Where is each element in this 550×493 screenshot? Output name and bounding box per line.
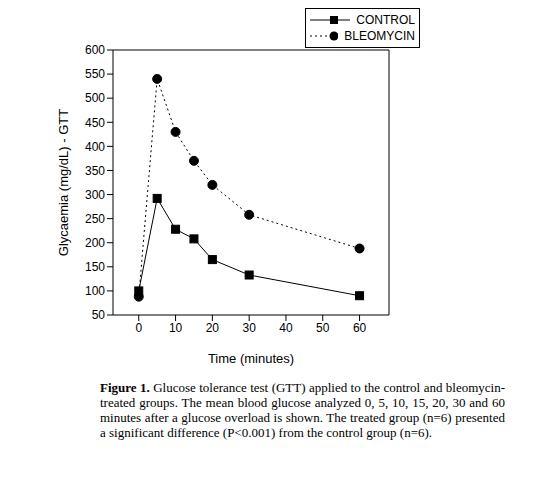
html-text:BLEOMYCIN: BLEOMYCIN [344,29,415,43]
svg-text:350: 350 [85,164,105,178]
svg-text:200: 200 [85,236,105,250]
html-text:Figure 1. Glucose tolerance te: Figure 1. Glucose tolerance test (GTT) a… [100,380,505,440]
svg-text:450: 450 [85,116,105,130]
svg-text:150: 150 [85,260,105,274]
svg-text:10: 10 [169,321,183,335]
html-text:CONTROL: CONTROL [356,13,415,27]
svg-text:0: 0 [135,321,142,335]
svg-text:Glycaemia (mg/dL) - GTT: Glycaemia (mg/dL) - GTT [56,109,71,256]
svg-text:100: 100 [85,284,105,298]
svg-text:Time (minutes): Time (minutes) [208,351,294,366]
svg-text:50: 50 [316,321,330,335]
svg-text:500: 500 [85,91,105,105]
svg-text:250: 250 [85,212,105,226]
svg-text:600: 600 [85,43,105,57]
svg-text:60: 60 [353,321,367,335]
svg-text:30: 30 [242,321,256,335]
svg-text:550: 550 [85,67,105,81]
svg-text:400: 400 [85,140,105,154]
svg-text:40: 40 [279,321,293,335]
svg-text:50: 50 [92,308,106,322]
svg-text:300: 300 [85,188,105,202]
svg-text:20: 20 [206,321,220,335]
